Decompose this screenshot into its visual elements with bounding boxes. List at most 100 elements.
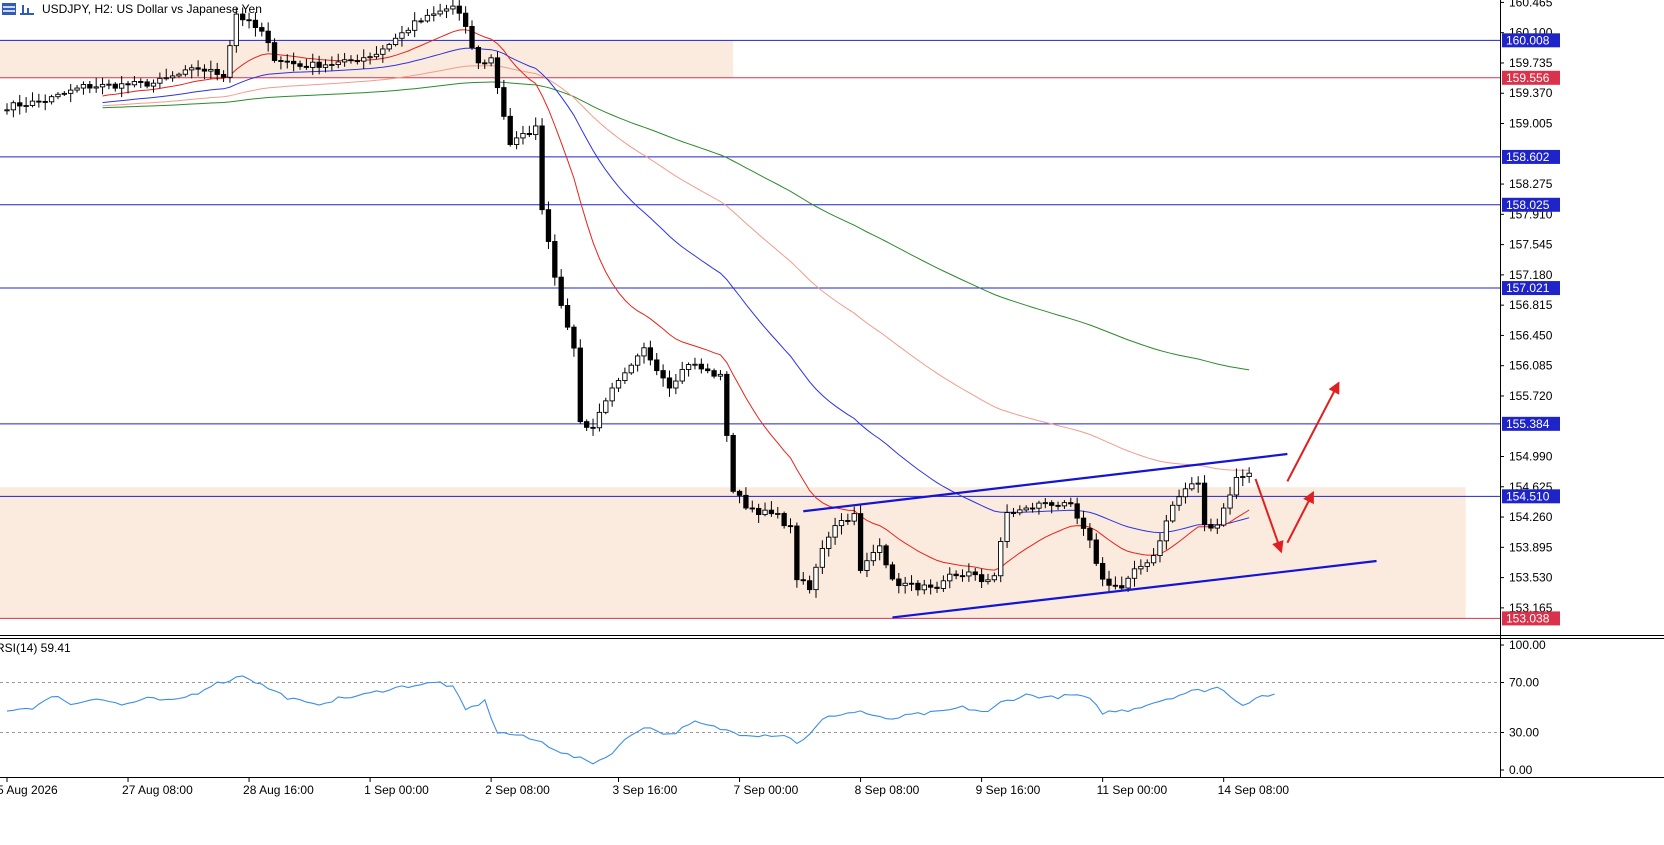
candle-body xyxy=(4,109,10,112)
supply-demand-zone xyxy=(0,40,734,78)
candle-body xyxy=(220,73,227,78)
candle-body xyxy=(1163,520,1169,542)
level-price-label: 158.602 xyxy=(1506,150,1550,164)
candle-body xyxy=(265,30,271,44)
level-price-tag xyxy=(1502,70,1560,85)
candle-body xyxy=(431,13,437,16)
candle-body xyxy=(278,60,284,62)
candle-body xyxy=(934,586,940,589)
candle-body xyxy=(507,115,513,145)
candle-body xyxy=(1150,555,1157,564)
candle-body xyxy=(1055,504,1061,507)
time-tick-label: 8 Sep 08:00 xyxy=(855,783,920,797)
candle-body xyxy=(418,20,424,23)
level-price-tag xyxy=(1502,281,1560,296)
grid-icon[interactable] xyxy=(2,3,16,15)
candle-body xyxy=(1125,577,1131,589)
candle-body xyxy=(329,64,335,66)
price-tick-label: 155.720 xyxy=(1509,389,1553,403)
candle-body xyxy=(615,380,622,389)
candle-body xyxy=(1119,585,1125,589)
time-tick-label: 2 Sep 08:00 xyxy=(485,783,550,797)
candle-body xyxy=(513,137,520,145)
candle-body xyxy=(93,86,99,89)
candle-body xyxy=(717,373,724,377)
candle-body xyxy=(622,372,628,382)
candle-body xyxy=(558,276,564,306)
candle-body xyxy=(1240,476,1246,479)
candle-body xyxy=(698,363,704,370)
time-tick-label: 5 Aug 2026 xyxy=(0,783,58,797)
candle-body xyxy=(1029,507,1036,510)
candle-body xyxy=(1061,502,1068,507)
candle-body xyxy=(787,525,794,528)
candle-body xyxy=(998,540,1004,577)
rsi-title: RSI(14) 59.41 xyxy=(0,641,71,655)
rsi-tick-label: 70.00 xyxy=(1509,676,1539,690)
candle-body xyxy=(736,490,743,496)
candle-body xyxy=(545,209,552,242)
candle-body xyxy=(10,102,17,111)
level-price-label: 159.556 xyxy=(1506,71,1550,85)
candle-body xyxy=(1080,517,1087,529)
candle-body xyxy=(577,347,583,423)
candle-body xyxy=(341,59,348,63)
candle-body xyxy=(902,582,908,587)
candle-body xyxy=(488,57,494,64)
time-tick-label: 14 Sep 08:00 xyxy=(1218,783,1290,797)
candle-body xyxy=(1106,578,1112,586)
candle-body xyxy=(947,573,953,582)
candle-body xyxy=(17,102,23,107)
candle-body xyxy=(1195,482,1201,485)
candle-body xyxy=(1157,540,1163,557)
candle-body xyxy=(692,363,698,366)
candle-body xyxy=(564,305,571,328)
candle-body xyxy=(131,81,138,86)
candle-body xyxy=(48,96,55,103)
candle-body xyxy=(125,83,131,86)
candle-body xyxy=(826,536,832,549)
candle-body xyxy=(42,100,48,103)
candle-body xyxy=(412,20,418,31)
level-price-tag xyxy=(1502,149,1560,164)
candle-body xyxy=(176,73,182,77)
candle-body xyxy=(781,512,787,527)
candle-body xyxy=(806,580,813,591)
candle-body xyxy=(182,69,189,75)
candle-body xyxy=(291,60,297,65)
candle-body xyxy=(985,579,991,583)
candle-body xyxy=(1093,539,1099,564)
ema-green-line xyxy=(102,81,1250,371)
candle-body xyxy=(991,575,998,581)
candle-body xyxy=(450,5,456,10)
candle-body xyxy=(921,584,927,591)
candle-body xyxy=(666,377,673,389)
candle-body xyxy=(641,347,647,357)
candle-body xyxy=(1208,524,1214,529)
candle-body xyxy=(609,387,615,402)
candle-body xyxy=(501,87,507,117)
candle-body xyxy=(647,347,654,361)
level-price-tag xyxy=(1502,416,1560,431)
candle-body xyxy=(195,67,201,70)
candle-body xyxy=(322,64,329,68)
level-price-label: 153.038 xyxy=(1506,611,1550,625)
candle-body xyxy=(775,512,781,515)
candle-body xyxy=(526,132,532,136)
candle-body xyxy=(838,520,845,527)
candle-body xyxy=(112,83,118,89)
candle-body xyxy=(240,13,246,21)
time-tick-label: 7 Sep 00:00 xyxy=(734,783,799,797)
candle-body xyxy=(1144,562,1150,567)
price-tick-label: 156.450 xyxy=(1509,328,1553,342)
projection-arrow xyxy=(1286,381,1340,482)
level-price-tag xyxy=(1502,489,1560,504)
candles-group xyxy=(4,0,1252,598)
candle-body xyxy=(462,12,469,27)
price-tick-label: 160.465 xyxy=(1509,0,1553,9)
bars-icon[interactable] xyxy=(20,3,34,15)
candle-body xyxy=(106,83,112,86)
candle-body xyxy=(405,29,411,34)
candle-body xyxy=(367,56,373,59)
candle-body xyxy=(392,37,399,46)
